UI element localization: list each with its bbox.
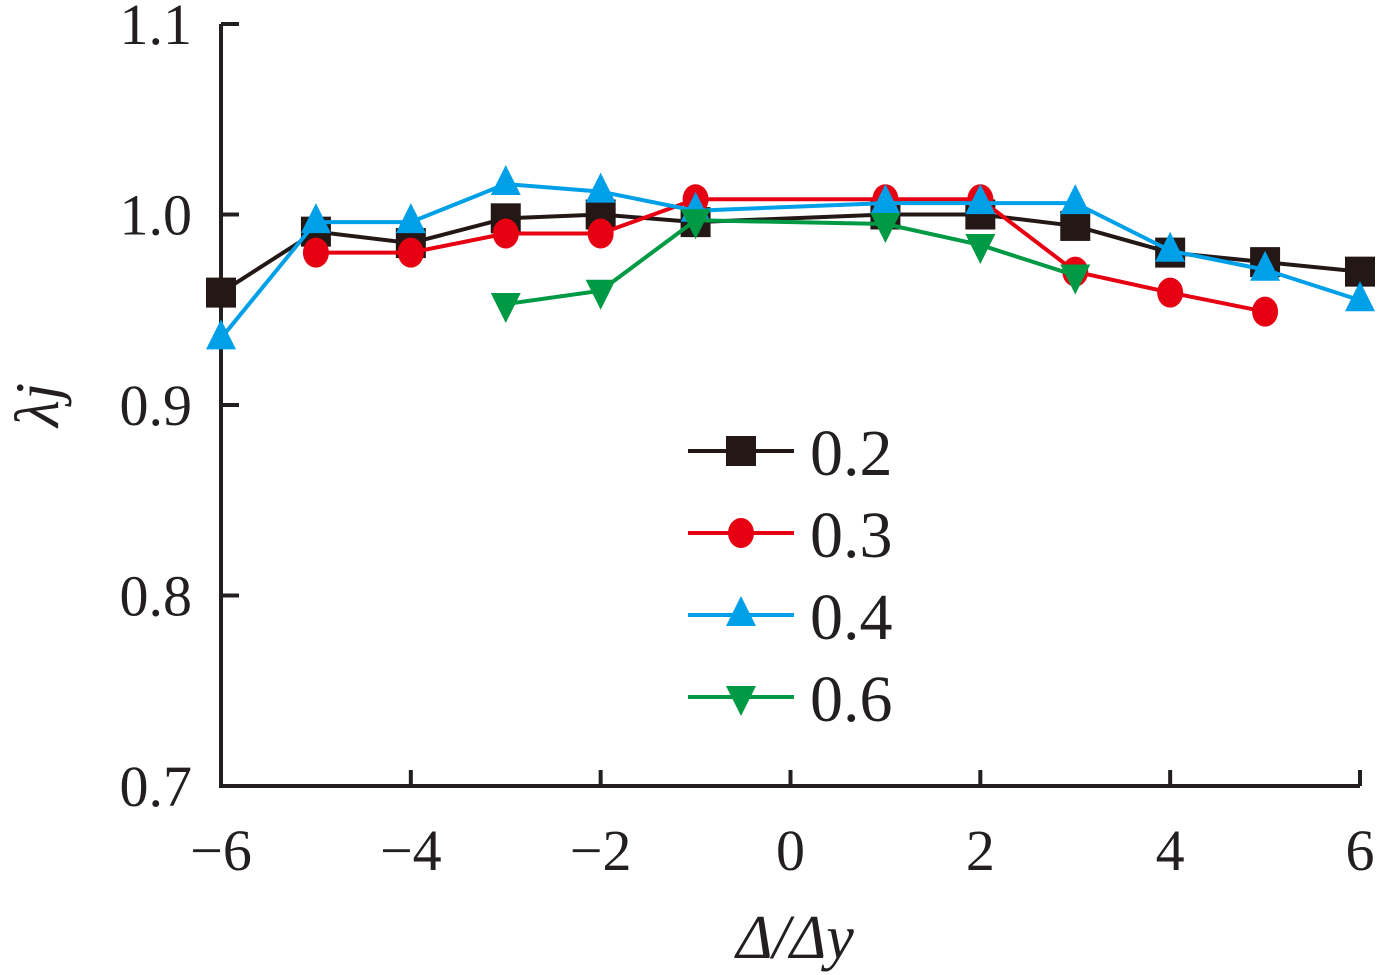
series-line (505, 218, 1076, 307)
triangle-up-marker (490, 165, 521, 196)
legend: 0.2 0.3 0.4 0.6 (688, 417, 893, 736)
legend-label: 0.3 (810, 499, 893, 572)
circle-marker (492, 218, 519, 249)
legend-label: 0.6 (810, 663, 893, 736)
x-tick-label: −2 (570, 818, 632, 883)
series-line (315, 197, 1266, 314)
triangle-down-marker (1060, 264, 1091, 295)
legend-label: 0.2 (810, 417, 893, 490)
axis-lines (219, 24, 1360, 788)
x-tick-label: −4 (380, 818, 442, 883)
triangle-down-marker (726, 686, 756, 716)
axes: −6 −4 −2 0 2 4 6 0.7 0.8 0.9 1.0 1.1 (120, 0, 1375, 883)
series-line (219, 181, 1361, 340)
y-tick-label: 1.0 (120, 183, 193, 248)
triangle-down-marker (585, 279, 616, 310)
triangle-up-marker (1345, 281, 1375, 312)
y-tick-label: 0.9 (120, 373, 193, 438)
x-tick-label: 4 (1156, 818, 1185, 883)
x-tick-label: −6 (190, 818, 252, 883)
triangle-down-marker (870, 213, 901, 244)
circle-marker (302, 237, 329, 268)
legend-item: 0.6 (688, 663, 893, 736)
y-axis-label: λj (4, 383, 72, 429)
y-axis-label-text: λj (4, 383, 72, 429)
series-group (206, 165, 1375, 350)
triangle-up-marker (1250, 250, 1281, 281)
circle-marker (1157, 277, 1184, 308)
circle-marker (728, 518, 754, 548)
y-tick-label: 1.1 (120, 0, 193, 57)
triangle-up-marker (585, 172, 616, 203)
triangle-up-marker (870, 184, 901, 215)
x-tick-label: 6 (1346, 818, 1375, 883)
triangle-up-marker (1155, 231, 1186, 262)
triangle-up-marker (965, 184, 996, 215)
triangle-down-marker (490, 293, 521, 324)
y-tick-label: 0.8 (120, 564, 193, 629)
series-0.4 (206, 165, 1375, 350)
x-tick-label: 0 (776, 818, 805, 883)
square-marker (726, 436, 756, 466)
circle-marker (587, 218, 614, 249)
x-tick-label: 2 (966, 818, 995, 883)
legend-item: 0.2 (688, 417, 893, 490)
triangle-up-marker (726, 596, 756, 626)
y-tick-label: 0.7 (120, 754, 193, 819)
circle-marker (397, 237, 424, 268)
x-axis-label: Δ/Δy (733, 904, 854, 972)
square-marker (206, 277, 236, 308)
triangle-up-marker (300, 203, 331, 234)
legend-label: 0.4 (810, 581, 893, 654)
series-0.6 (490, 209, 1091, 324)
triangle-down-marker (680, 209, 711, 240)
triangle-up-marker (206, 319, 236, 350)
legend-item: 0.3 (688, 499, 893, 572)
circle-marker (1252, 296, 1279, 327)
triangle-up-marker (395, 203, 426, 234)
triangle-up-marker (1060, 184, 1091, 215)
legend-item: 0.4 (688, 581, 893, 654)
square-marker (1060, 210, 1091, 241)
triangle-down-marker (965, 233, 996, 264)
